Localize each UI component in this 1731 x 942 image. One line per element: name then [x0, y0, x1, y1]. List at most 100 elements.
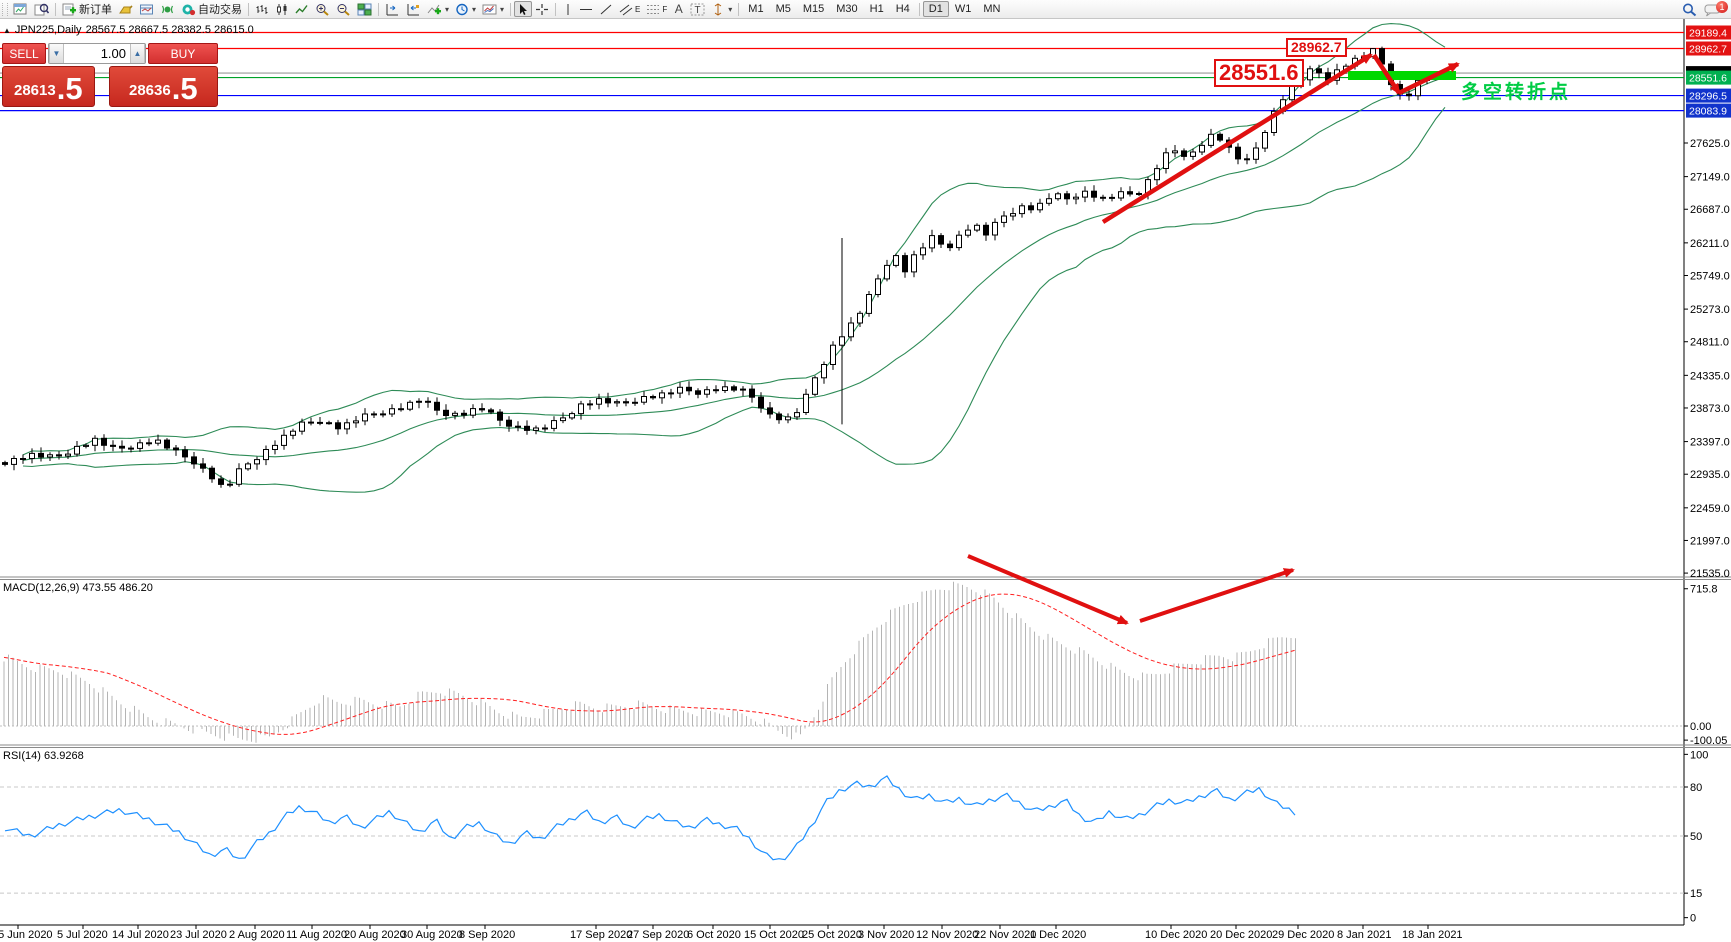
toolbar-right-group: 1	[1678, 1, 1731, 17]
trendline-icon	[600, 4, 612, 14]
toolbar-grip[interactable]	[2, 2, 8, 16]
autotrade-button[interactable]: 自动交易	[178, 1, 245, 17]
periods-button[interactable]: ▾	[452, 1, 479, 17]
horizontal-line-tool-button[interactable]	[576, 1, 596, 17]
volume-stepper: ▼ 1.00 ▲	[48, 43, 146, 64]
channel-icon	[619, 4, 633, 15]
autoscroll-button[interactable]	[403, 1, 424, 17]
timeframe-button-mn[interactable]: MN	[977, 1, 1006, 17]
fibonacci-tool-button[interactable]: F	[643, 1, 670, 17]
zoom-out-icon	[337, 3, 350, 16]
templates-button[interactable]: ▾	[479, 1, 507, 17]
dropdown-caret-icon: ▾	[445, 4, 450, 14]
dropdown-caret-icon: ▾	[500, 4, 505, 14]
volume-decrease-button[interactable]: ▼	[49, 44, 64, 63]
pivot-note-text[interactable]: 多空转折点	[1461, 82, 1572, 103]
sell-price-main: 28613	[13, 82, 56, 99]
svg-text:0: 0	[1690, 913, 1696, 925]
volume-increase-button[interactable]: ▲	[130, 44, 145, 63]
signal-icon	[161, 5, 174, 13]
timeframe-button-m5[interactable]: M5	[770, 1, 797, 17]
pivot-price-callout[interactable]: 28551.6	[1214, 59, 1304, 88]
macd-trend-arrows	[967, 554, 1295, 625]
zoom-in-button[interactable]	[312, 1, 333, 17]
sell-button[interactable]: SELL	[2, 43, 46, 64]
vertical-line-tool-button[interactable]	[559, 1, 576, 17]
candlestick-series	[2, 46, 1448, 488]
price-line-badges: 29189.4 28962.7 28551.6 28296.5 28083.9	[1686, 25, 1731, 118]
text-tool-button[interactable]: A	[670, 1, 687, 17]
line-chart-mode-button[interactable]	[292, 1, 312, 17]
dropdown-caret-icon: ▾	[728, 4, 733, 14]
svg-text:24811.0: 24811.0	[1690, 337, 1729, 349]
svg-text:6 Oct 2020: 6 Oct 2020	[687, 929, 741, 941]
text-label-tool-button[interactable]: T	[687, 1, 708, 17]
data-window-button[interactable]	[136, 1, 157, 17]
svg-text:T: T	[695, 5, 701, 16]
trend-arrows	[1101, 53, 1460, 224]
tile-windows-button[interactable]	[354, 1, 375, 17]
chart-shift-icon	[386, 3, 398, 15]
arrows-tool-button[interactable]: ▾	[708, 1, 735, 17]
toolbar-separator	[555, 2, 557, 16]
volume-value[interactable]: 1.00	[100, 46, 126, 61]
new-order-button[interactable]: 新订单	[59, 1, 115, 17]
toolbar-separator	[248, 2, 249, 16]
macd-pane	[0, 581, 1684, 743]
svg-text:0.00: 0.00	[1690, 721, 1711, 733]
timeframe-button-w1[interactable]: W1	[949, 1, 978, 17]
bar-chart-mode-button[interactable]	[252, 1, 272, 17]
buy-price-display[interactable]: 28636 .5	[108, 66, 218, 107]
svg-text:27149.0: 27149.0	[1690, 172, 1730, 184]
autotrade-label: 自动交易	[198, 4, 242, 16]
buy-button[interactable]: BUY	[148, 43, 218, 64]
timeframe-button-d1[interactable]: D1	[922, 1, 949, 17]
sell-price-display[interactable]: 28613 .5	[2, 66, 95, 107]
svg-text:27 Sep 2020: 27 Sep 2020	[627, 929, 689, 941]
cursor-tool-button[interactable]	[514, 1, 533, 17]
toolbar-separator	[510, 2, 512, 16]
timeframe-button-h1[interactable]: H1	[864, 1, 890, 17]
timeframe-button-m15[interactable]: M15	[797, 1, 830, 17]
equidistant-channel-tool-button[interactable]: E	[616, 1, 643, 17]
svg-text:21997.0: 21997.0	[1690, 535, 1730, 547]
new-chart-button[interactable]	[10, 1, 31, 17]
candle-chart-mode-button[interactable]	[272, 1, 292, 17]
indicators-button[interactable]: ▾	[424, 1, 452, 17]
toolbar-separator	[55, 2, 56, 16]
chart-shift-button[interactable]	[382, 1, 403, 17]
resistance-price-callout[interactable]: 28962.7	[1286, 38, 1347, 58]
search-button[interactable]	[1678, 1, 1701, 17]
svg-text:20 Dec 2020: 20 Dec 2020	[1210, 929, 1272, 941]
chart-profiles-button[interactable]	[31, 1, 52, 17]
buy-price-frac: .5	[171, 71, 198, 106]
timeframe-button-m30[interactable]: M30	[830, 1, 863, 17]
pivot-zone-bar[interactable]	[1348, 71, 1456, 80]
svg-text:28296.5: 28296.5	[1689, 91, 1727, 103]
svg-text:29 Dec 2020: 29 Dec 2020	[1272, 929, 1334, 941]
one-click-trading-panel: SELL ▼ 1.00 ▲ BUY 28613 .5 28636 .5	[2, 43, 218, 107]
profiles-icon	[34, 3, 49, 15]
notifications-button[interactable]: 1	[1701, 1, 1728, 17]
timeframe-button-h4[interactable]: H4	[890, 1, 916, 17]
crosshair-tool-button[interactable]	[532, 1, 552, 17]
market-watch-button[interactable]	[115, 1, 136, 17]
svg-text:22459.0: 22459.0	[1690, 503, 1730, 515]
svg-text:23 Jul 2020: 23 Jul 2020	[170, 929, 227, 941]
timeframe-button-group: M1 M5 M15 M30 H1 H4 D1 W1 MN	[742, 1, 1006, 17]
svg-text:27625.0: 27625.0	[1690, 138, 1730, 150]
strategy-signal-button[interactable]	[157, 1, 178, 17]
svg-text:20 Aug 2020: 20 Aug 2020	[344, 929, 406, 941]
svg-text:23873.0: 23873.0	[1690, 403, 1730, 415]
zoom-out-button[interactable]	[333, 1, 354, 17]
svg-text:3 Nov 2020: 3 Nov 2020	[858, 929, 914, 941]
svg-text:26687.0: 26687.0	[1690, 204, 1730, 216]
macd-indicator-label: MACD(12,26,9) 473.55 486.20	[3, 582, 153, 594]
timeframe-button-m1[interactable]: M1	[742, 1, 769, 17]
trendline-tool-button[interactable]	[596, 1, 616, 17]
label-tool-icon: T	[690, 3, 705, 16]
chart-ohlc-values: 28567.5 28667.5 28382.5 28615.0	[85, 24, 254, 36]
svg-text:11 Aug 2020: 11 Aug 2020	[286, 929, 347, 941]
